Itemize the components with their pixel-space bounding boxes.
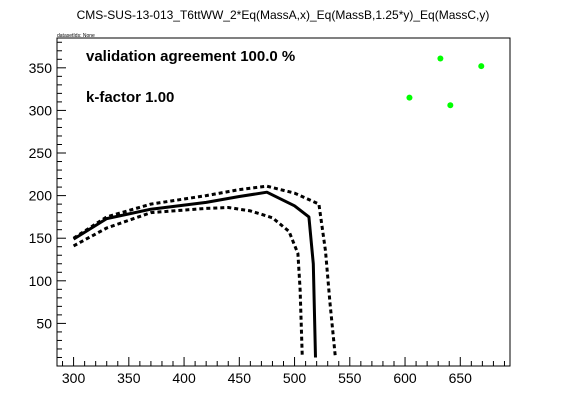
x-tick-label: 500 xyxy=(283,370,307,386)
dataset-note: datasetIds: None xyxy=(57,33,95,39)
exclusion-curve-band xyxy=(72,184,337,358)
y-tick-label: 250 xyxy=(29,145,53,161)
x-tick-label: 400 xyxy=(172,370,196,386)
signal-point xyxy=(478,63,485,70)
x-tick-label: 300 xyxy=(62,370,86,386)
curves-layer xyxy=(72,55,485,358)
signal-point xyxy=(437,55,444,62)
x-tick-label: 350 xyxy=(117,370,141,386)
y-tick-label: 300 xyxy=(29,102,53,118)
y-tick-label: 50 xyxy=(36,315,52,331)
x-tick-label: 450 xyxy=(228,370,252,386)
annotation-kfactor: k-factor 1.00 xyxy=(86,89,174,106)
y-tick-label: 150 xyxy=(29,230,53,246)
signal-point xyxy=(447,102,454,109)
exclusion-curve-band xyxy=(72,206,304,358)
chart-title: CMS-SUS-13-013_T6ttWW_2*Eq(MassA,x)_Eq(M… xyxy=(77,8,490,22)
y-tick-label: 350 xyxy=(29,60,53,76)
y-tick-label: 100 xyxy=(29,273,53,289)
signal-point xyxy=(406,94,413,101)
annotation-validation: validation agreement 100.0 % xyxy=(86,48,295,65)
x-tick-label: 600 xyxy=(393,370,417,386)
x-axis: 300 350 400 450 500 550 600 650 xyxy=(62,357,505,386)
y-tick-label: 200 xyxy=(29,188,53,204)
x-tick-label: 550 xyxy=(338,370,362,386)
x-tick-label: 650 xyxy=(449,370,473,386)
exclusion-curve-observed xyxy=(72,190,317,358)
y-axis: 50 100 150 200 250 300 350 xyxy=(29,41,66,358)
